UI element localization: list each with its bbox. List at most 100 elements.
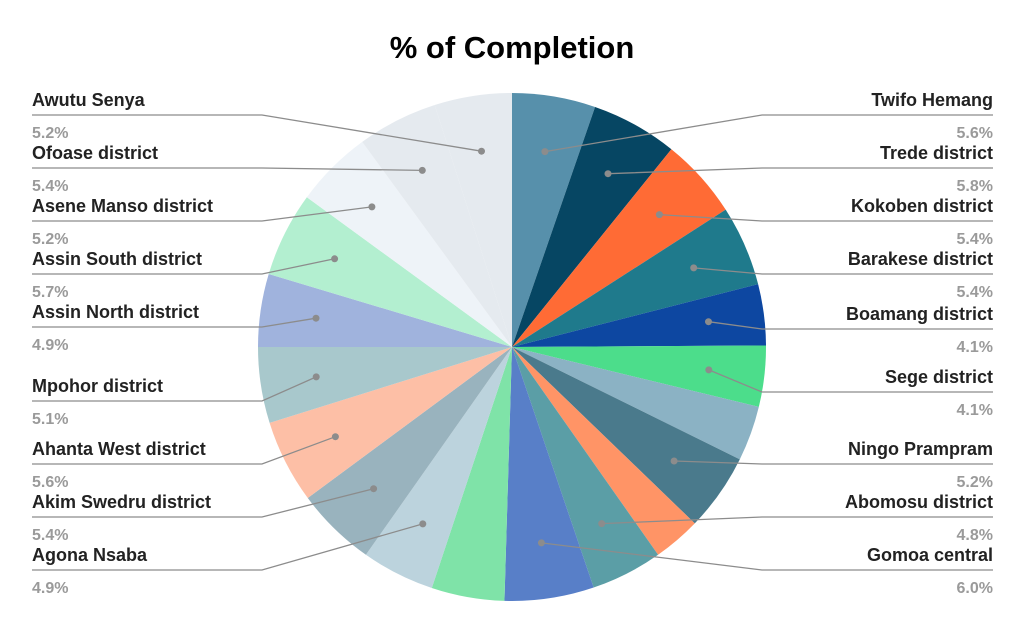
slice-label-trede-district: Trede district 5.8% [604, 143, 993, 195]
pie-slice-6[interactable] [512, 347, 759, 460]
pie-slice-kokoben-district[interactable] [512, 149, 726, 347]
slice-label-name: Gomoa central [867, 545, 993, 565]
slice-label-value: 5.2% [32, 231, 68, 248]
pie-slice-assin-south-district[interactable] [268, 197, 512, 347]
leader-line [32, 167, 423, 172]
leader-dot [418, 166, 426, 174]
leader-dot [370, 485, 378, 493]
slice-label-value: 4.9% [32, 337, 68, 354]
chart-title: % of Completion [389, 30, 635, 65]
slice-label-name: Agona Nsaba [32, 545, 148, 565]
slice-label-mpohor-district: Mpohor district 5.1% [32, 373, 320, 428]
slice-label-twifo-hemang: Twifo Hemang 5.6% [541, 90, 993, 156]
slice-label-akim-swedru-district: Akim Swedru district 5.4% [32, 485, 378, 544]
slice-label-agona-nsaba: Agona Nsaba 4.9% [32, 520, 427, 597]
slice-label-kokoben-district: Kokoben district 5.4% [655, 196, 993, 248]
leader-line [32, 206, 372, 222]
leader-line [607, 167, 993, 175]
slice-label-name: Ofoase district [32, 143, 158, 163]
leader-line [32, 488, 374, 518]
pie-slice-ningo-prampram[interactable] [512, 347, 740, 524]
pie-slice-agona-nsaba[interactable] [365, 347, 512, 588]
slice-label-value: 6.0% [957, 580, 993, 597]
slice-label-sege-district: Sege district 4.1% [705, 366, 993, 419]
leader-dot [598, 520, 606, 528]
pie-slice-gomoa-central[interactable] [504, 347, 594, 602]
leader-line [708, 369, 993, 393]
pie-slice-mpohor-district[interactable] [258, 347, 512, 423]
slice-label-name: Asene Manso district [32, 196, 213, 216]
leader-line [32, 114, 482, 152]
slice-label-name: Assin South district [32, 249, 202, 269]
leader-dot [705, 318, 712, 326]
pie-slice-sege-district[interactable] [512, 345, 767, 407]
pie-slices [258, 93, 767, 602]
slice-label-assin-south-district: Assin South district 5.7% [32, 249, 339, 301]
slice-label-value: 5.4% [957, 284, 993, 301]
leader-dot [705, 366, 713, 374]
leader-dot [541, 148, 549, 156]
slice-label-value: 4.9% [32, 580, 68, 597]
slice-label-name: Mpohor district [32, 376, 163, 396]
pie-slice-awutu-senya[interactable] [434, 93, 512, 347]
slice-label-name: Assin North district [32, 302, 199, 322]
pie-slice-akim-swedru-district[interactable] [307, 347, 512, 555]
leader-line [541, 542, 993, 571]
leader-dot [670, 457, 678, 465]
pie-slice-boamang-district[interactable] [512, 284, 766, 347]
pie-slice-11[interactable] [431, 347, 512, 601]
leader-dot [690, 264, 698, 272]
leader-line [708, 321, 993, 330]
slice-label-barakese-district: Barakese district 5.4% [690, 249, 993, 301]
slice-label-name: Sege district [885, 367, 993, 387]
leader-dot [368, 203, 376, 211]
slice-label-name: Trede district [880, 143, 993, 163]
slice-label-value: 4.1% [957, 402, 993, 419]
slice-label-gomoa-central: Gomoa central 6.0% [537, 539, 993, 597]
slice-label-value: 5.2% [32, 125, 68, 142]
slice-label-name: Barakese district [848, 249, 993, 269]
pie-slice-barakese-district[interactable] [512, 209, 759, 347]
slice-label-assin-north-district: Assin North district 4.9% [32, 302, 320, 354]
leader-dot [604, 170, 612, 178]
leader-line [693, 267, 993, 275]
slice-label-asene-manso-district: Asene Manso district 5.2% [32, 196, 376, 248]
slice-label-value: 4.1% [957, 339, 993, 356]
slice-label-value: 5.2% [957, 474, 993, 491]
pie-slice-asene-manso-district[interactable] [306, 141, 512, 347]
pie-slice-ofoase-district[interactable] [362, 105, 512, 347]
leader-dot [312, 314, 320, 322]
leader-dot [478, 147, 485, 155]
slice-label-boamang-district: Boamang district 4.1% [705, 304, 993, 356]
pie-slice-assin-north-district[interactable] [258, 273, 512, 347]
leader-line [544, 114, 993, 153]
pie-slice-8[interactable] [512, 347, 695, 555]
slice-label-name: Ahanta West district [32, 439, 206, 459]
slice-label-value: 4.8% [957, 527, 993, 544]
leader-line [32, 436, 336, 465]
slice-label-value: 5.6% [957, 125, 993, 142]
slice-label-name: Abomosu district [845, 492, 993, 512]
pie-slice-twifo-hemang[interactable] [512, 93, 596, 347]
pie-slice-ahanta-west-district[interactable] [269, 347, 512, 498]
slice-label-name: Kokoben district [851, 196, 993, 216]
slice-label-awutu-senya: Awutu Senya 5.2% [32, 90, 485, 155]
slice-label-ningo-prampram: Ningo Prampram 5.2% [670, 439, 993, 491]
leader-line [601, 516, 993, 525]
leader-dot [419, 520, 427, 528]
slice-label-value: 5.4% [957, 231, 993, 248]
pie-slice-trede-district[interactable] [512, 106, 672, 347]
slice-label-name: Twifo Hemang [871, 90, 993, 110]
leader-line [674, 460, 993, 465]
slice-label-value: 5.4% [32, 178, 68, 195]
slice-label-value: 5.7% [32, 284, 68, 301]
slice-label-value: 5.6% [32, 474, 68, 491]
leader-dot [331, 433, 339, 441]
leader-dot [331, 255, 339, 263]
leader-dot [655, 211, 663, 219]
leader-line [32, 317, 317, 328]
leader-line [32, 376, 317, 402]
pie-slice-abomosu-district[interactable] [512, 347, 659, 588]
